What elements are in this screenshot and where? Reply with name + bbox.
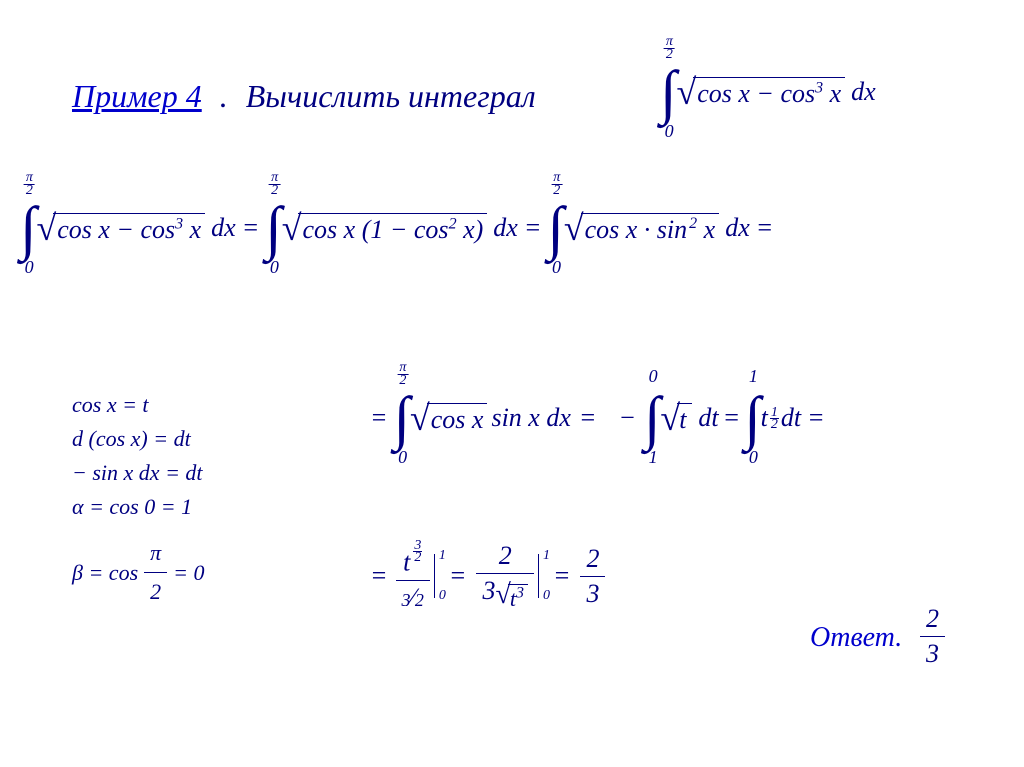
upper-den: 2	[664, 49, 675, 61]
eval-bar-icon: 1 0	[434, 554, 435, 598]
answer-label: Ответ.	[810, 622, 902, 654]
radicand: cos x − cos3 x	[693, 77, 845, 107]
sub-line-3: − sin x dx = dt	[72, 456, 205, 490]
integral-icon: ∫	[660, 62, 676, 122]
compute-text: Вычислить интеграл	[246, 78, 536, 115]
integral-icon: ∫	[644, 388, 660, 448]
sub-line-5: β = cos π 2 = 0	[72, 534, 205, 611]
substitution-block: cos x = t d (cos x) = dt − sin x dx = dt…	[72, 388, 205, 611]
integral-icon: ∫	[547, 198, 563, 258]
sub-line-1: cos x = t	[72, 388, 205, 422]
title-integral: π2 ∫ 0 √ cos x − cos3 x dx	[660, 62, 876, 122]
integral-icon: ∫	[265, 198, 281, 258]
answer-value: 2 3	[920, 602, 945, 671]
integral-icon: ∫	[20, 198, 36, 258]
derivation-line-3: = t 3 2 3⁄2 1 0 = 2 3 √ t3	[370, 538, 605, 615]
title-period: .	[220, 78, 228, 115]
sub-line-2: d (cos x) = dt	[72, 422, 205, 456]
integral-icon: ∫	[744, 388, 760, 448]
derivation-line-1: π2 ∫ 0 √ cos x − cos3 x dx = π2 ∫ 0 √ co…	[20, 198, 773, 258]
lower-limit: 0	[665, 121, 674, 142]
example-label: Пример 4	[72, 78, 202, 115]
title-row: Пример 4 . Вычислить интеграл	[72, 78, 536, 115]
sub-line-4: α = cos 0 = 1	[72, 490, 205, 524]
integral-icon: ∫	[394, 388, 410, 448]
eval-bar-icon: 1 0	[538, 554, 539, 598]
derivation-line-2: = π2 ∫ 0 √ cos x sin x dx = − 0 ∫ 1 √ t …	[370, 388, 825, 448]
dx: dx	[851, 77, 876, 107]
